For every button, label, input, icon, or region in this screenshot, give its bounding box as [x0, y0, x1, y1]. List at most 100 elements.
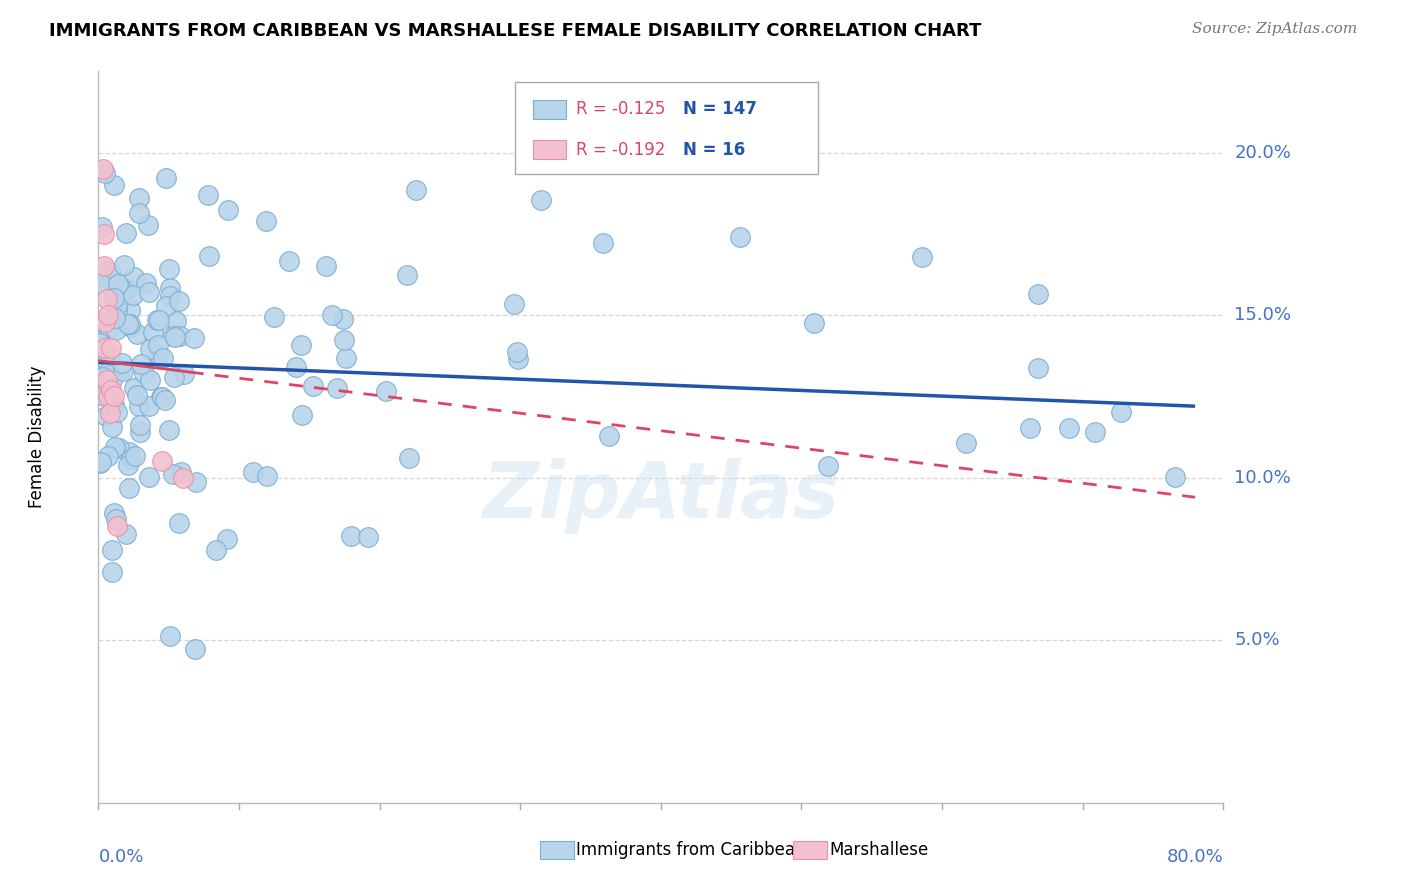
- Point: [120, 451, 142, 466]
- Point: [1057, 421, 1080, 435]
- Point: [169, 465, 191, 479]
- Point: [135, 276, 157, 290]
- Point: [128, 206, 150, 220]
- Text: Female Disability: Female Disability: [28, 366, 45, 508]
- Point: [198, 248, 221, 262]
- Point: [89, 268, 111, 282]
- Point: [93, 389, 115, 403]
- Text: N = 147: N = 147: [683, 101, 758, 119]
- Point: [100, 341, 122, 355]
- Text: N = 16: N = 16: [683, 141, 745, 159]
- Point: [598, 429, 620, 443]
- Point: [93, 227, 115, 241]
- Point: [1083, 425, 1105, 440]
- Point: [159, 629, 181, 643]
- Point: [108, 363, 131, 377]
- Point: [91, 161, 114, 176]
- Point: [89, 276, 111, 290]
- Point: [118, 481, 141, 495]
- Point: [138, 342, 160, 356]
- Point: [530, 193, 553, 207]
- Point: [136, 218, 159, 232]
- Point: [103, 178, 125, 192]
- Point: [125, 327, 148, 342]
- Point: [101, 420, 124, 434]
- Point: [129, 425, 152, 439]
- Point: [167, 516, 190, 530]
- Point: [107, 442, 129, 456]
- Point: [254, 213, 277, 227]
- Point: [103, 398, 125, 412]
- Point: [153, 392, 176, 407]
- Point: [98, 383, 121, 397]
- Point: [242, 465, 264, 479]
- Point: [105, 323, 128, 337]
- Point: [90, 455, 112, 469]
- Point: [332, 312, 354, 326]
- Point: [97, 450, 120, 464]
- Point: [301, 379, 323, 393]
- Point: [278, 254, 301, 268]
- Point: [396, 268, 419, 282]
- Text: 0.0%: 0.0%: [98, 848, 143, 866]
- Point: [284, 359, 307, 374]
- Point: [117, 317, 139, 331]
- Text: ZipAtlas: ZipAtlas: [482, 458, 839, 533]
- Point: [105, 405, 128, 419]
- Point: [96, 409, 118, 424]
- Point: [96, 264, 118, 278]
- Point: [162, 467, 184, 482]
- Point: [115, 227, 138, 241]
- Point: [112, 258, 135, 272]
- Point: [173, 367, 195, 381]
- Point: [1164, 470, 1187, 484]
- Point: [94, 315, 117, 329]
- Point: [503, 297, 526, 311]
- Point: [97, 389, 120, 403]
- Point: [183, 331, 205, 345]
- Point: [155, 171, 177, 186]
- Point: [205, 543, 228, 558]
- Point: [163, 330, 186, 344]
- Point: [142, 325, 165, 339]
- Point: [129, 357, 152, 371]
- Point: [111, 356, 134, 370]
- Text: Source: ZipAtlas.com: Source: ZipAtlas.com: [1191, 22, 1357, 37]
- Point: [186, 475, 208, 490]
- Text: 10.0%: 10.0%: [1234, 468, 1291, 487]
- Point: [93, 260, 115, 274]
- FancyBboxPatch shape: [515, 82, 818, 174]
- Point: [148, 348, 170, 362]
- Point: [375, 384, 398, 398]
- Point: [148, 313, 170, 327]
- Point: [169, 293, 191, 308]
- Point: [159, 288, 181, 302]
- Point: [139, 373, 162, 387]
- Point: [150, 390, 173, 404]
- Point: [157, 423, 180, 437]
- Point: [335, 351, 357, 366]
- Point: [1109, 405, 1132, 419]
- Point: [94, 341, 117, 355]
- Point: [128, 418, 150, 433]
- Point: [333, 333, 356, 347]
- Point: [124, 269, 146, 284]
- Point: [215, 532, 238, 546]
- Point: [728, 230, 751, 244]
- Point: [357, 530, 380, 544]
- Point: [817, 458, 839, 473]
- Point: [121, 288, 143, 302]
- Point: [125, 388, 148, 402]
- Point: [96, 292, 118, 306]
- Text: 80.0%: 80.0%: [1167, 848, 1223, 866]
- Point: [138, 285, 160, 300]
- Point: [117, 445, 139, 459]
- Point: [105, 302, 128, 317]
- Point: [118, 303, 141, 318]
- Point: [98, 320, 121, 334]
- Point: [103, 389, 125, 403]
- Point: [169, 328, 191, 343]
- Point: [104, 310, 127, 325]
- Point: [146, 312, 169, 326]
- Point: [114, 527, 136, 541]
